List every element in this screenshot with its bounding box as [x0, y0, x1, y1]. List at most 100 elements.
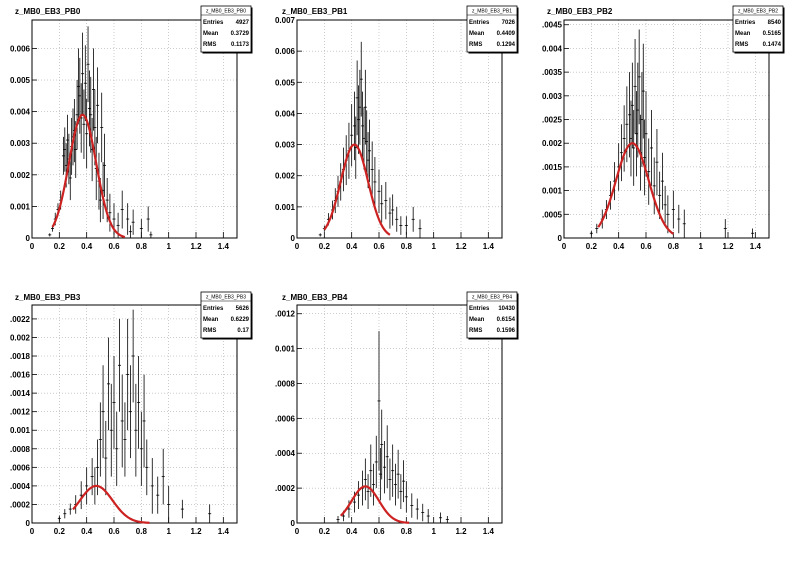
x-tick-label: 0.4: [81, 527, 93, 536]
stats-value-mean: 0.5165: [763, 31, 782, 37]
x-tick-label: 0.6: [373, 242, 385, 251]
y-tick-label: 0.006: [10, 44, 31, 53]
y-tick-label: 0: [26, 234, 31, 243]
x-tick-label: 0.2: [319, 527, 331, 536]
plot-frame: [563, 19, 770, 239]
gaussian-fit-curve: [323, 143, 391, 236]
stats-box: z_MB0_EB3_PB2 Entries 8540 Mean 0.5165 RMS 0.1…: [732, 5, 785, 54]
y-tick-label: 0: [291, 234, 296, 243]
x-tick-label: 0.8: [401, 242, 413, 251]
x-tick-label: 0.6: [640, 242, 652, 251]
y-tick-label: 0.004: [542, 44, 563, 53]
y-tick-label: 0: [558, 234, 563, 243]
gaussian-fit-curve: [51, 113, 126, 239]
x-tick-label: 1: [166, 527, 171, 536]
stats-value-rms: 0.1474: [763, 42, 782, 48]
stats-label-mean: Mean: [203, 31, 219, 37]
stats-label-rms: RMS: [469, 328, 482, 334]
y-tick-label: .0004: [10, 482, 31, 491]
stats-value-entries: 4927: [236, 20, 250, 26]
y-tick-label: .0006: [10, 463, 31, 472]
panel-title: z_MB0_EB3_PB4: [282, 293, 348, 302]
stats-box-frame: [200, 291, 252, 339]
y-tick-label: .0015: [542, 163, 563, 172]
plot-frame: [296, 19, 503, 239]
y-tick-label: 0.004: [275, 109, 296, 118]
x-tick-label: 1.4: [750, 242, 762, 251]
plot-frame: [31, 19, 238, 239]
x-tick-label: 0.6: [373, 527, 385, 536]
stats-label-rms: RMS: [203, 328, 216, 334]
x-tick-label: 0.4: [81, 242, 93, 251]
histogram-panel: z_MB0_EB3_PB0 0 0.2 0.4 0.6 0.8 1 1.2 1.4 0 0.001 0…: [10, 5, 253, 251]
y-tick-label: 0: [291, 519, 296, 528]
y-tick-label: .0008: [275, 379, 296, 388]
stats-label-rms: RMS: [469, 42, 482, 48]
stats-box: z_MB0_EB3_PB0 Entries 4927 Mean 0.3729 RMS 0.1…: [200, 5, 253, 54]
x-tick-label: 0.8: [136, 527, 148, 536]
y-tick-label: .0045: [542, 21, 563, 30]
x-tick-label: 1.2: [455, 527, 467, 536]
stats-box: z_MB0_EB3_PB4 Entries 10430 Mean 0.6154 RMS 0.…: [466, 291, 519, 340]
stats-box-frame: [732, 5, 784, 53]
x-tick-label: 1.4: [483, 527, 495, 536]
y-tick-label: .0008: [10, 445, 31, 454]
stats-value-entries: 5626: [236, 306, 250, 312]
y-tick-label: 0.002: [10, 171, 31, 180]
y-tick-label: .0016: [10, 371, 31, 380]
stats-label-mean: Mean: [203, 317, 219, 323]
y-tick-label: .0012: [275, 310, 296, 319]
y-tick-label: .0002: [10, 500, 31, 509]
y-tick-label: 0.005: [275, 78, 296, 87]
x-tick-label: 0: [562, 242, 567, 251]
stats-label-entries: Entries: [735, 20, 756, 26]
stats-box: z_MB0_EB3_PB1 Entries 7026 Mean 0.4409 RMS 0.1…: [466, 5, 519, 54]
x-tick-label: 0.2: [586, 242, 598, 251]
y-tick-label: .0012: [10, 408, 31, 417]
stats-value-mean: 0.4409: [497, 31, 516, 37]
stats-value-mean: 0.6229: [231, 317, 250, 323]
histogram-panel: z_MB0_EB3_PB1 0 0.2 0.4 0.6 0.8 1 1.2 1.4 0 0.001 0…: [275, 5, 519, 251]
stats-box-frame: [200, 5, 252, 53]
y-tick-label: .0006: [275, 414, 296, 423]
x-tick-label: 0.4: [613, 242, 625, 251]
panel-title: z_MB0_EB3_PB1: [282, 7, 348, 16]
y-tick-label: 0.001: [10, 426, 31, 435]
x-tick-label: 1: [431, 242, 436, 251]
x-tick-label: 0.2: [319, 242, 331, 251]
stats-value-rms: 0.1173: [231, 42, 250, 48]
x-tick-label: 0: [295, 242, 300, 251]
y-tick-label: 0.001: [275, 345, 296, 354]
plot-frame: [31, 304, 238, 524]
x-tick-label: 0: [30, 527, 35, 536]
x-tick-label: 0.8: [401, 527, 413, 536]
stats-label-entries: Entries: [203, 306, 224, 312]
y-tick-label: 0: [26, 519, 31, 528]
gaussian-fit-curve: [339, 485, 410, 524]
stats-label-rms: RMS: [203, 42, 216, 48]
y-tick-label: 0.001: [275, 203, 296, 212]
y-tick-label: 0.001: [10, 202, 31, 211]
x-tick-label: 1: [431, 527, 436, 536]
stats-value-rms: 0.17: [237, 328, 249, 334]
histogram-panel: z_MB0_EB3_PB2 0 0.2 0.4 0.6 0.8 1 1.2 1.4 0 .0005 0…: [542, 5, 785, 251]
x-tick-label: 1.4: [483, 242, 495, 251]
y-tick-label: .0018: [10, 352, 31, 361]
stats-label-entries: Entries: [469, 306, 490, 312]
x-tick-label: 1.2: [190, 527, 202, 536]
y-tick-label: 0.002: [10, 333, 31, 342]
y-tick-label: .0025: [542, 116, 563, 125]
stats-label-rms: RMS: [735, 42, 748, 48]
x-tick-label: 1: [166, 242, 171, 251]
y-tick-label: 0.003: [542, 92, 563, 101]
stats-label-mean: Mean: [469, 317, 485, 323]
stats-box-frame: [466, 5, 518, 53]
stats-value-entries: 10430: [498, 306, 515, 312]
x-tick-label: 0.6: [108, 242, 120, 251]
x-tick-label: 0.8: [668, 242, 680, 251]
y-tick-label: .0022: [10, 315, 31, 324]
stats-histogram-name: z_MB0_EB3_PB4: [472, 295, 512, 301]
stats-label-mean: Mean: [735, 31, 751, 37]
stats-label-entries: Entries: [469, 20, 490, 26]
plot-frame: [296, 304, 503, 524]
